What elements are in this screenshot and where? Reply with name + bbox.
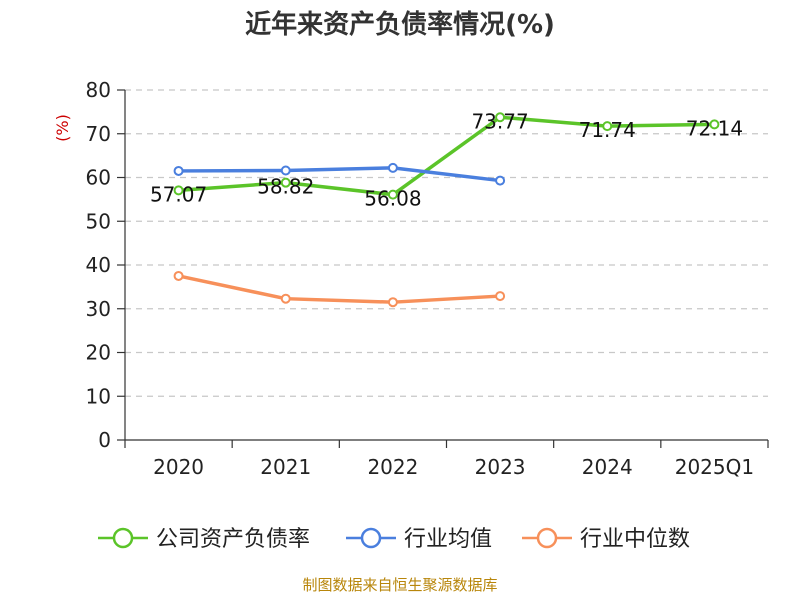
data-point[interactable] [602, 121, 613, 132]
data-point[interactable] [495, 291, 506, 302]
data-point[interactable] [387, 297, 398, 308]
data-label: 57.07 [150, 182, 207, 206]
legend-item[interactable]: 行业中位数 [522, 527, 690, 552]
y-tick-label: 50 [86, 209, 111, 233]
x-tick-label: 2022 [367, 455, 418, 479]
data-point[interactable] [173, 185, 184, 196]
legend-label: 行业中位数 [580, 527, 690, 552]
series-line [178, 166, 501, 183]
y-tick-label: 60 [86, 166, 111, 190]
data-point[interactable] [387, 162, 398, 173]
data-label: 58.82 [257, 175, 314, 199]
data-label: 73.77 [471, 109, 528, 133]
series-group [173, 270, 506, 308]
data-point[interactable] [173, 270, 184, 281]
legend-label: 行业均值 [404, 527, 492, 552]
data-point[interactable] [280, 177, 291, 188]
data-point[interactable] [280, 293, 291, 304]
legend-marker [112, 527, 134, 549]
x-tick-label: 2023 [475, 455, 526, 479]
series-line [178, 274, 501, 304]
grid-lines [125, 89, 768, 397]
source-text: 制图数据来自恒生聚源数据库 [302, 576, 497, 594]
y-tick-label: 10 [86, 384, 111, 408]
data-label: 72.14 [686, 116, 743, 140]
data-point[interactable] [173, 165, 184, 176]
x-tick-label: 2020 [153, 455, 204, 479]
data-label: 71.74 [579, 118, 636, 142]
legend-marker [360, 527, 382, 549]
y-tick-label: 30 [86, 297, 111, 321]
legend[interactable]: 公司资产负债率 行业均值 行业中位数 [98, 527, 690, 552]
data-point[interactable] [387, 189, 398, 200]
y-tick-label: 0 [98, 428, 111, 452]
x-tick-label: 2021 [260, 455, 311, 479]
data-label: 56.08 [364, 187, 421, 211]
y-axis-label: (%) [53, 114, 72, 142]
data-point[interactable] [709, 119, 720, 130]
data-point[interactable] [280, 165, 291, 176]
chart-title: 近年来资产负债率情况(%) [245, 9, 555, 40]
y-tick-label: 80 [86, 78, 111, 102]
data-point[interactable] [495, 112, 506, 123]
y-tick-label: 70 [86, 122, 111, 146]
series-layer: 57.07 58.82 56.08 73.77 71.74 72.14 [150, 109, 743, 308]
legend-marker [536, 527, 558, 549]
series-line [178, 115, 715, 197]
y-tick-label: 20 [86, 341, 111, 365]
legend-label: 公司资产负债率 [156, 527, 310, 552]
y-tick-label: 40 [86, 253, 111, 277]
data-point[interactable] [495, 175, 506, 186]
x-tick-label: 2025Q1 [675, 455, 754, 479]
series-group [173, 162, 506, 186]
series-group: 57.07 58.82 56.08 73.77 71.74 72.14 [150, 109, 743, 210]
legend-item[interactable]: 行业均值 [346, 527, 492, 552]
x-tick-label: 2024 [582, 455, 633, 479]
legend-item[interactable]: 公司资产负债率 [98, 527, 310, 552]
axes: 0 10 20 30 40 50 60 70 80 2020 2021 2022 2023 2024 202… [86, 78, 769, 479]
